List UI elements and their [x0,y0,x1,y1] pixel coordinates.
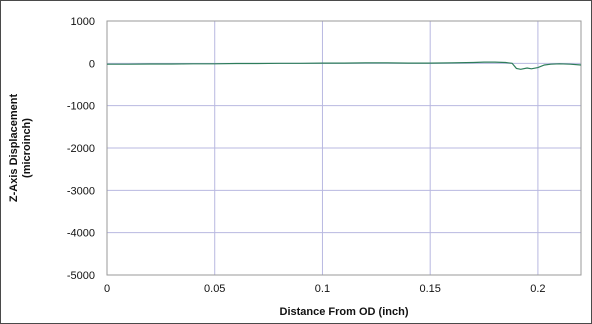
y-tick-label: -5000 [67,270,95,282]
x-tick-label: 0.1 [315,283,330,295]
x-tick-label: 0.15 [419,283,440,295]
y-tick-label: 0 [89,58,95,70]
y-tick-label: -4000 [67,228,95,240]
series-layer [107,61,582,70]
y-axis-ticks: 1000 0 -1000 -2000 -3000 -4000 -5000 [67,16,95,282]
y-axis-title-line: (microinch) [21,118,33,178]
series-line [107,61,582,70]
y-axis-title: Z-Axis Displacement (microinch) [8,94,33,203]
x-tick-label: 0 [104,283,110,295]
x-axis-title: Distance From OD (inch) [280,306,409,318]
y-axis-title-line: Z-Axis Displacement [8,94,20,203]
grid [106,20,581,276]
x-axis-ticks: 0 0.05 0.1 0.15 0.2 [104,283,546,295]
plot-area [106,20,582,276]
x-tick-label: 0.2 [530,283,545,295]
x-tick-label: 0.05 [204,283,225,295]
y-tick-label: -1000 [67,101,95,113]
y-tick-label: -2000 [67,143,95,155]
y-tick-label: 1000 [71,16,95,28]
y-tick-label: -3000 [67,185,95,197]
